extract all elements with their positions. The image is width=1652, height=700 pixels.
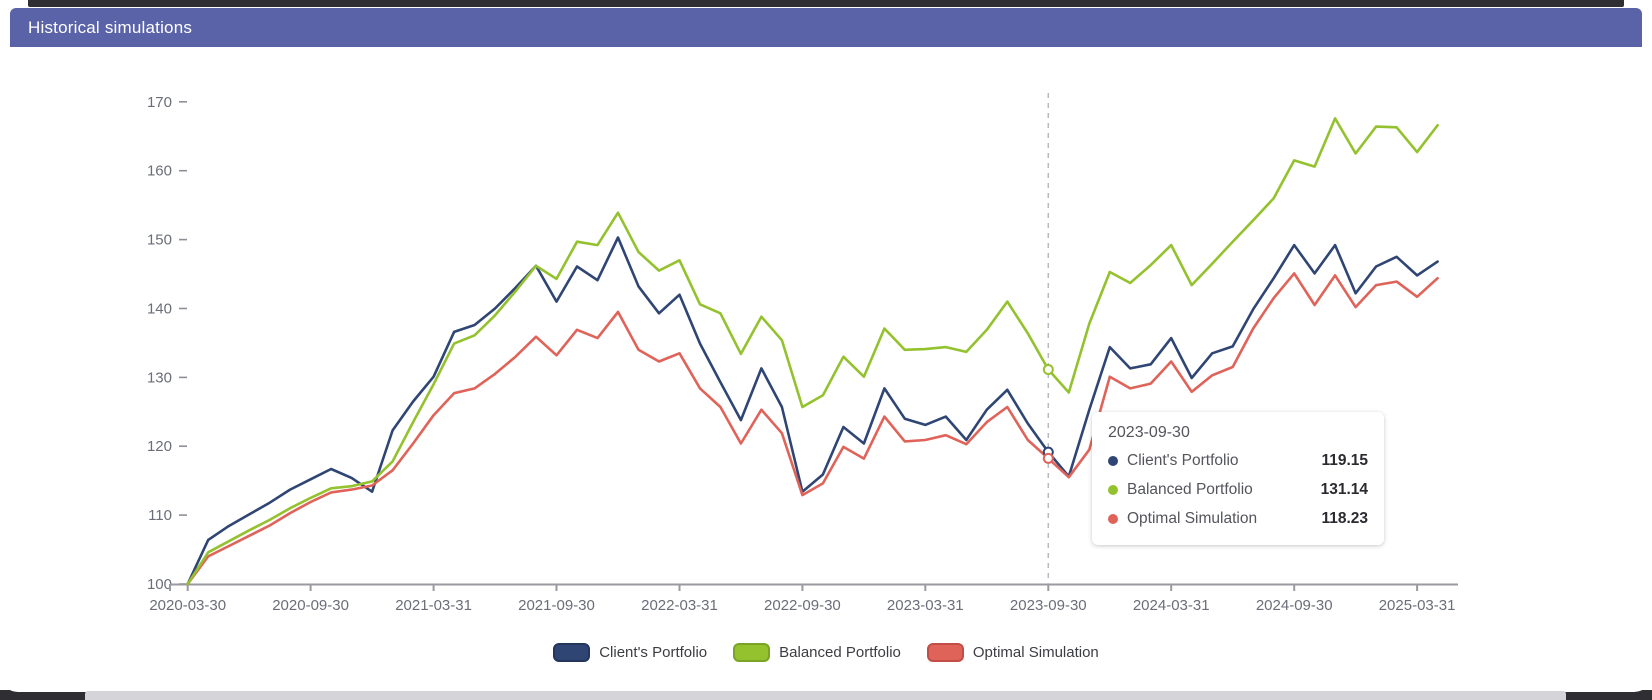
optimal-simulation-swatch-icon bbox=[926, 643, 964, 662]
clients-portfolio-swatch-icon bbox=[553, 643, 591, 662]
y-axis-tick-label: 140 bbox=[147, 301, 172, 318]
x-axis-tick-label: 2023-09-30 bbox=[1010, 597, 1087, 614]
y-axis-tick-label: 170 bbox=[147, 94, 172, 111]
x-axis-tick-label: 2021-09-30 bbox=[518, 597, 595, 614]
x-axis-tick-label: 2021-03-31 bbox=[395, 597, 472, 614]
x-axis-tick-label: 2022-03-31 bbox=[641, 597, 718, 614]
y-axis-tick-label: 110 bbox=[148, 507, 172, 524]
x-axis-tick-label: 2020-09-30 bbox=[272, 597, 349, 614]
tooltip-series-value: 131.14 bbox=[1320, 480, 1368, 498]
chart-legend: Client's Portfolio Balanced Portfolio Op… bbox=[0, 643, 1652, 662]
x-axis-tick-label: 2025-03-31 bbox=[1379, 597, 1456, 614]
hover-marker-balanced-portfolio bbox=[1042, 364, 1054, 375]
series-line-client-s-portfolio bbox=[186, 236, 1439, 586]
series-line-balanced-portfolio bbox=[186, 117, 1439, 586]
tooltip-series-label: Client's Portfolio bbox=[1127, 451, 1239, 469]
tooltip-series-label: Balanced Portfolio bbox=[1127, 480, 1253, 498]
legend-label: Optimal Simulation bbox=[972, 644, 1099, 661]
optimal-simulation-dot-icon bbox=[1108, 513, 1118, 524]
hover-marker-optimal-simulation bbox=[1042, 452, 1054, 464]
y-axis-tick-label: 100 bbox=[147, 576, 172, 593]
balanced-portfolio-swatch-icon bbox=[733, 643, 771, 662]
scrollbar-track[interactable] bbox=[85, 691, 1566, 700]
x-axis-tick-label: 2024-03-31 bbox=[1133, 597, 1210, 614]
chart-tooltip: 2023-09-30 Client's Portfolio 119.15 Bal… bbox=[1092, 412, 1384, 545]
clients-portfolio-dot-icon bbox=[1108, 455, 1118, 466]
legend-item-optimal-simulation[interactable]: Optimal Simulation bbox=[926, 643, 1099, 662]
balanced-portfolio-dot-icon bbox=[1108, 484, 1118, 495]
y-axis-tick-label: 120 bbox=[147, 438, 172, 455]
window-chrome-strip bbox=[28, 0, 1624, 7]
legend-label: Balanced Portfolio bbox=[779, 644, 901, 661]
tooltip-row-optimal-simulation: Optimal Simulation 118.23 bbox=[1108, 504, 1368, 533]
x-axis-tick-label: 2023-03-31 bbox=[887, 597, 964, 614]
tooltip-series-value: 118.23 bbox=[1321, 509, 1368, 527]
x-axis-tick-label: 2024-09-30 bbox=[1256, 597, 1333, 614]
tooltip-row-balanced-portfolio: Balanced Portfolio 131.14 bbox=[1108, 475, 1368, 504]
y-axis-tick-label: 150 bbox=[147, 232, 172, 249]
legend-label: Client's Portfolio bbox=[599, 644, 708, 661]
panel-header: Historical simulations bbox=[10, 8, 1642, 47]
tooltip-row-clients-portfolio: Client's Portfolio 119.15 bbox=[1108, 446, 1368, 475]
panel-title: Historical simulations bbox=[28, 17, 193, 37]
x-axis-tick-label: 2020-03-30 bbox=[149, 597, 226, 614]
legend-item-clients-portfolio[interactable]: Client's Portfolio bbox=[553, 643, 707, 662]
y-axis-tick-label: 160 bbox=[147, 163, 172, 180]
y-axis-tick-label: 130 bbox=[147, 369, 172, 386]
tooltip-series-label: Optimal Simulation bbox=[1127, 509, 1258, 527]
tooltip-series-value: 119.15 bbox=[1321, 451, 1368, 469]
legend-item-balanced-portfolio[interactable]: Balanced Portfolio bbox=[733, 643, 901, 662]
tooltip-date: 2023-09-30 bbox=[1108, 424, 1190, 441]
series-line-optimal-simulation bbox=[186, 272, 1439, 586]
x-axis-tick-label: 2022-09-30 bbox=[764, 597, 841, 614]
